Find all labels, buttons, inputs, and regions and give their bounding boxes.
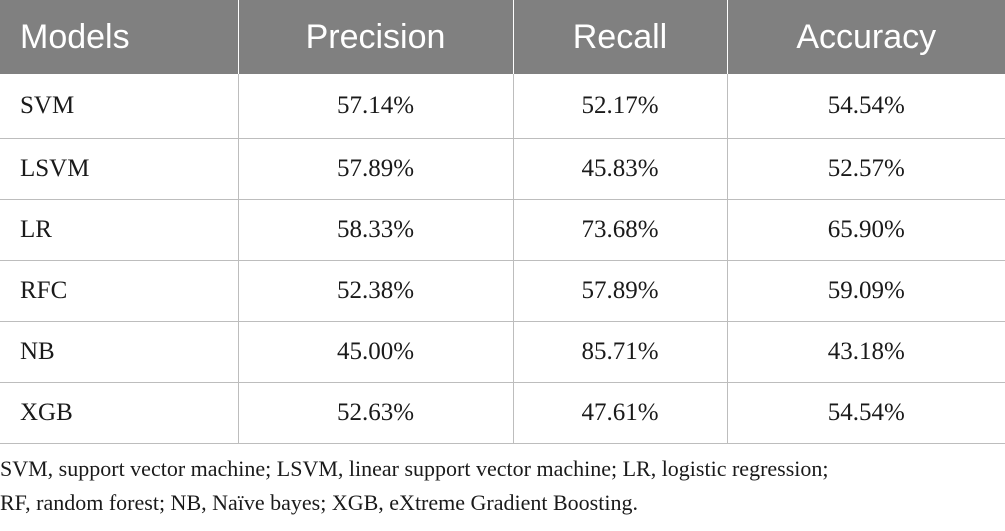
recall-cell: 85.71% (513, 321, 728, 383)
precision-cell: 57.89% (238, 138, 514, 200)
model-name-cell: LR (0, 199, 239, 261)
recall-cell: 57.89% (513, 260, 728, 322)
recall-cell: 45.83% (513, 138, 728, 200)
precision-cell: 52.38% (238, 260, 514, 322)
precision-cell: 52.63% (238, 382, 514, 444)
table-row: LR 58.33% 73.68% 65.90% (0, 199, 1005, 261)
model-name-cell: RFC (0, 260, 239, 322)
model-name-cell: SVM (0, 74, 239, 139)
model-name-cell: NB (0, 321, 239, 383)
table-footnote: SVM, support vector machine; LSVM, linea… (0, 452, 1005, 520)
precision-cell: 45.00% (238, 321, 514, 383)
recall-cell: 52.17% (513, 74, 728, 139)
accuracy-cell: 54.54% (727, 74, 1005, 139)
footnote-line-2: RF, random forest; NB, Naïve bayes; XGB,… (0, 490, 638, 515)
model-name-cell: XGB (0, 382, 239, 444)
accuracy-cell: 54.54% (727, 382, 1005, 444)
accuracy-cell: 59.09% (727, 260, 1005, 322)
header-recall: Recall (513, 0, 728, 74)
header-accuracy: Accuracy (727, 0, 1005, 74)
footnote-line-1: SVM, support vector machine; LSVM, linea… (0, 456, 829, 481)
model-metrics-table: Models Precision Recall Accuracy SVM 57.… (0, 0, 1005, 444)
table-row: LSVM 57.89% 45.83% 52.57% (0, 138, 1005, 200)
recall-cell: 47.61% (513, 382, 728, 444)
table-row: NB 45.00% 85.71% 43.18% (0, 321, 1005, 383)
table-row: XGB 52.63% 47.61% 54.54% (0, 382, 1005, 444)
table-row: SVM 57.14% 52.17% 54.54% (0, 74, 1005, 139)
accuracy-cell: 43.18% (727, 321, 1005, 383)
table-row: RFC 52.38% 57.89% 59.09% (0, 260, 1005, 322)
precision-cell: 58.33% (238, 199, 514, 261)
accuracy-cell: 52.57% (727, 138, 1005, 200)
accuracy-cell: 65.90% (727, 199, 1005, 261)
model-name-cell: LSVM (0, 138, 239, 200)
results-table-container: Models Precision Recall Accuracy SVM 57.… (0, 0, 1005, 444)
recall-cell: 73.68% (513, 199, 728, 261)
precision-cell: 57.14% (238, 74, 514, 139)
header-precision: Precision (238, 0, 514, 74)
header-models: Models (0, 0, 239, 74)
table-header-row: Models Precision Recall Accuracy (0, 0, 1005, 74)
